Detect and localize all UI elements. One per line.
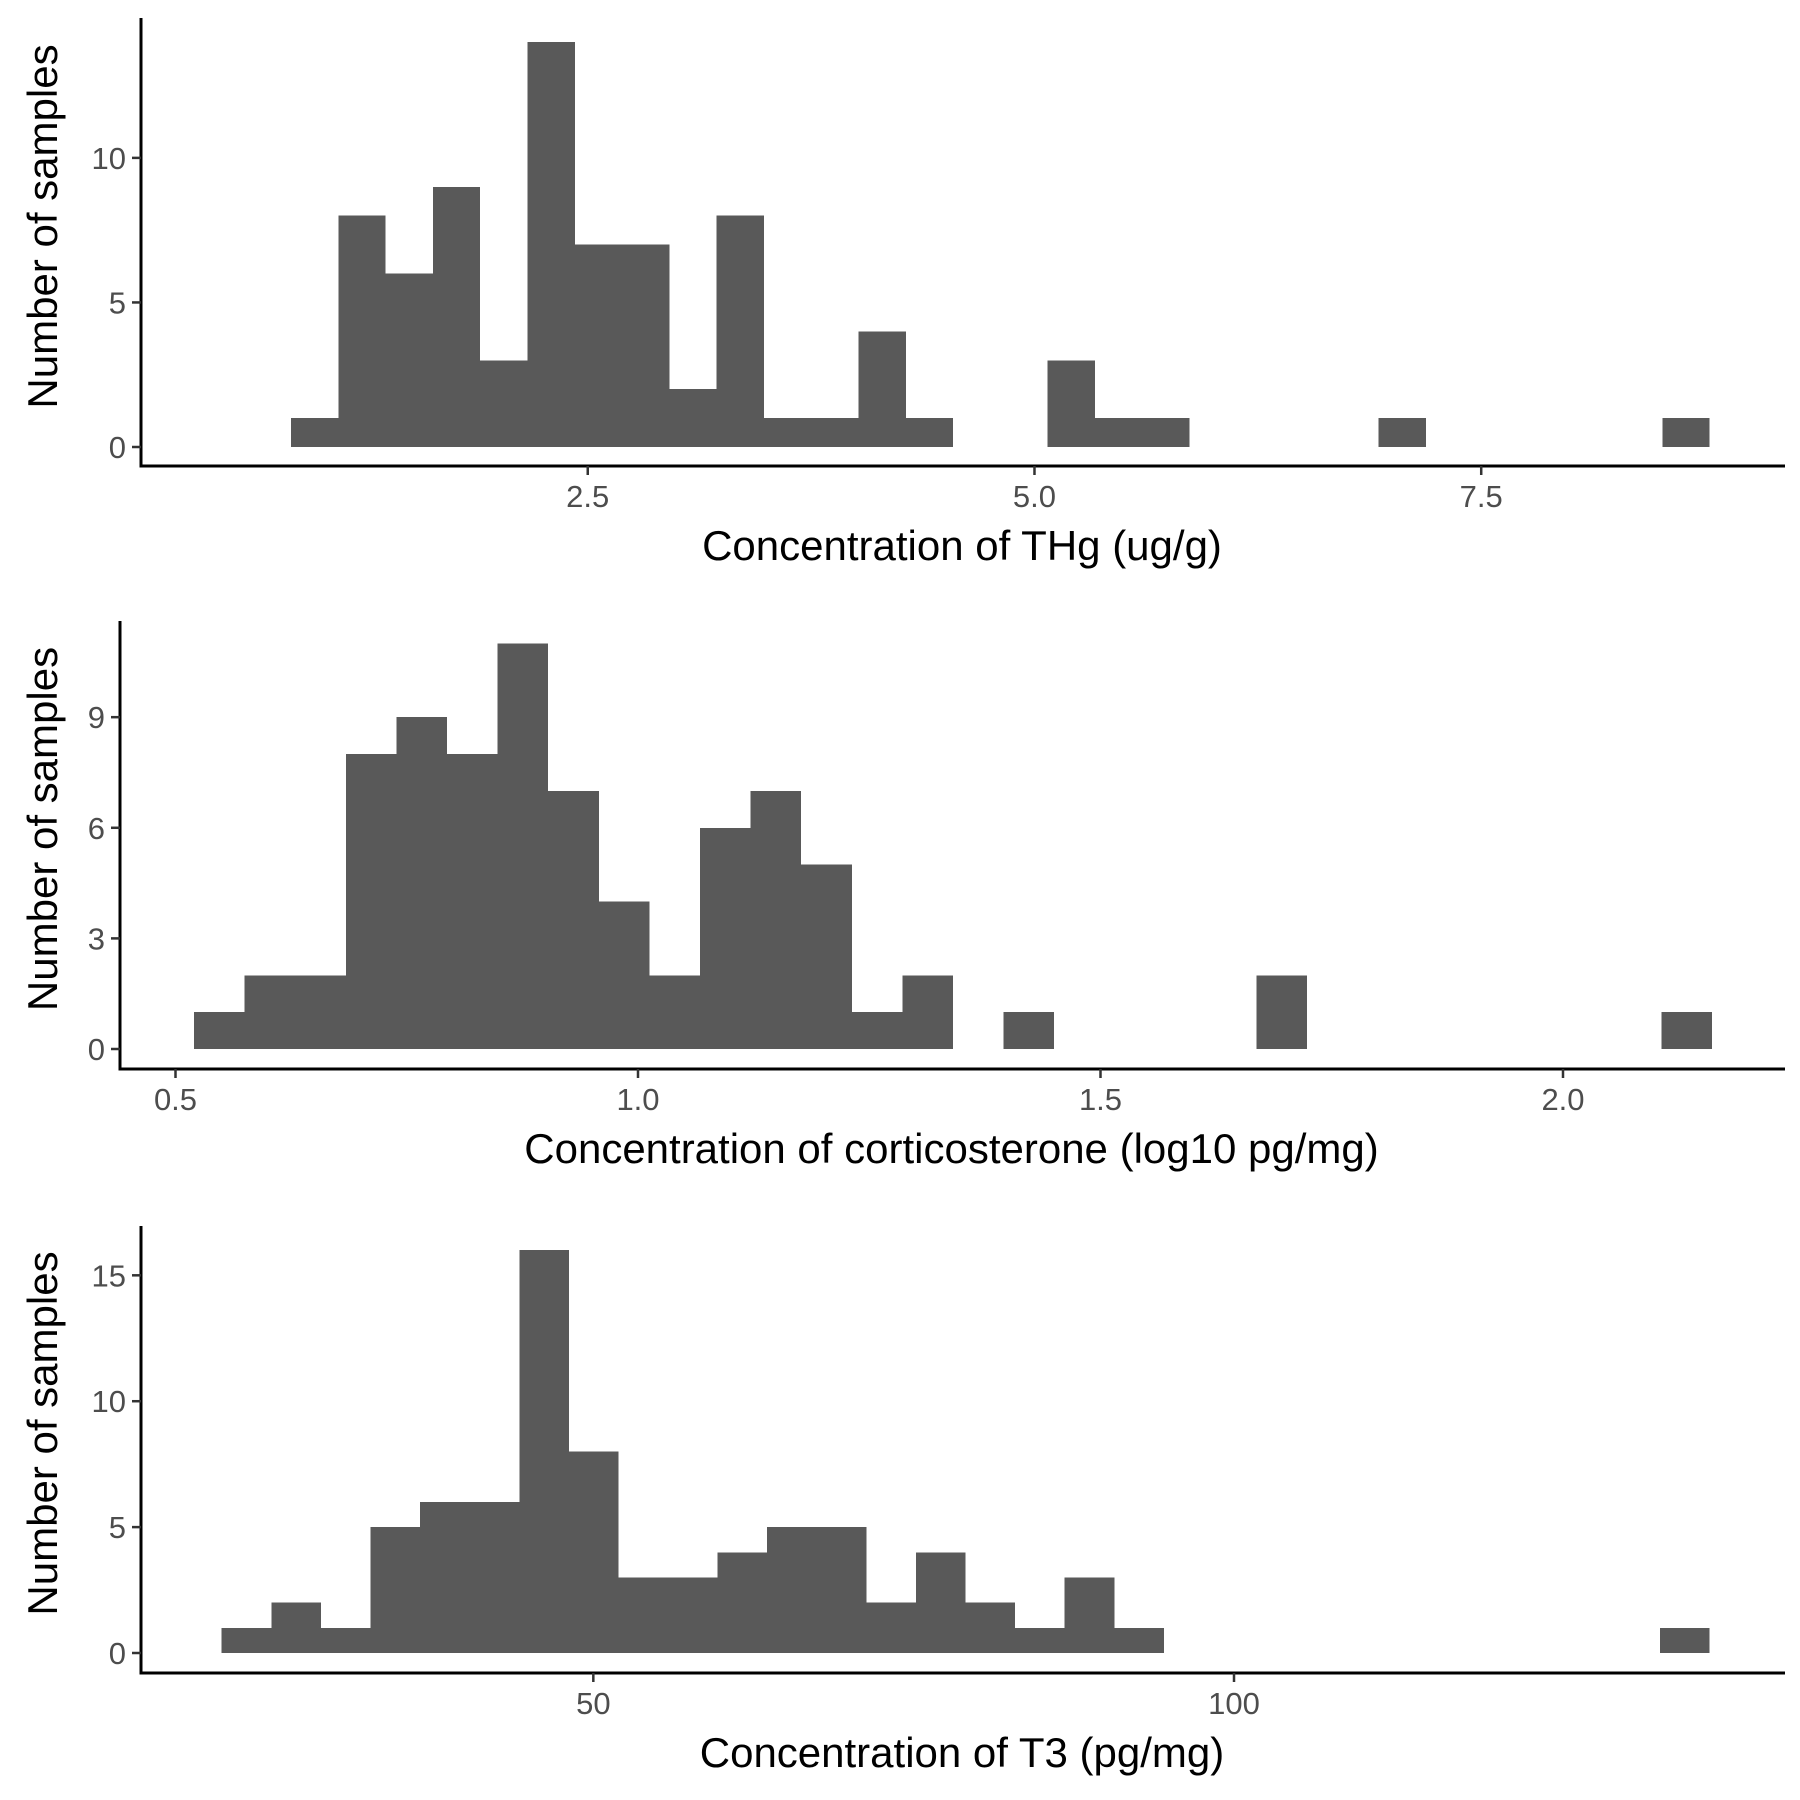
histogram-bar xyxy=(1114,1627,1164,1653)
histogram-bar xyxy=(271,1602,321,1653)
histogram-bar xyxy=(902,975,953,1049)
y-axis-title: Number of samples xyxy=(19,44,66,408)
histogram-bar xyxy=(858,331,906,447)
x-tick-label: 100 xyxy=(1208,1686,1260,1721)
histogram-bar xyxy=(1003,1012,1055,1049)
histogram-bar xyxy=(420,1501,470,1653)
histogram-bar xyxy=(370,1527,421,1653)
histogram-bar xyxy=(750,790,802,1049)
histogram-bar xyxy=(469,1501,520,1653)
histogram-bar xyxy=(320,1627,371,1653)
histogram-bar xyxy=(1142,418,1190,447)
histogram-bar xyxy=(816,1527,867,1653)
histogram-bar xyxy=(480,360,528,447)
histogram-bar xyxy=(763,418,812,447)
histogram-bar xyxy=(194,1012,245,1049)
histogram-bar xyxy=(345,754,397,1049)
histogram-bar xyxy=(618,1577,669,1653)
x-axis-title: Concentration of corticosterone (log10 p… xyxy=(524,1125,1378,1172)
histogram-bar xyxy=(717,1552,768,1653)
x-tick-label: 2.0 xyxy=(1541,1082,1584,1117)
histogram-bar xyxy=(1064,1577,1115,1653)
histogram-bar xyxy=(1047,360,1095,447)
histogram-bar xyxy=(338,215,386,447)
histogram-bar xyxy=(699,827,751,1049)
x-tick-label: 50 xyxy=(576,1686,610,1721)
histogram-bar xyxy=(767,1527,817,1653)
x-tick-label: 5.0 xyxy=(1013,479,1056,514)
histogram-bar xyxy=(811,418,859,447)
y-tick-label: 15 xyxy=(92,1258,126,1293)
histogram-bar xyxy=(396,717,447,1049)
histogram-panel-2: 0 3 6 9 0.5 1.0 1.5 2.0 Concentration of cortico… xyxy=(19,621,1785,1172)
histogram-panel-3: 0 5 10 15 50 100 Concentration of T3 (pg/mg) Nu… xyxy=(19,1226,1785,1776)
histogram-bar xyxy=(598,901,650,1049)
y-axis-title: Number of samples xyxy=(19,647,66,1011)
histogram-bar xyxy=(716,215,764,447)
histogram-bar xyxy=(497,643,549,1049)
histogram-bar xyxy=(669,389,717,447)
y-tick-label: 3 xyxy=(88,921,105,956)
histogram-bar xyxy=(622,244,670,447)
x-tick-label: 7.5 xyxy=(1460,479,1503,514)
y-tick-label: 10 xyxy=(92,1384,126,1419)
histogram-bar xyxy=(385,273,433,447)
histogram-bar xyxy=(295,975,346,1049)
histogram-bar xyxy=(649,975,700,1049)
y-tick-label: 0 xyxy=(88,1032,105,1067)
histogram-bar xyxy=(574,244,623,447)
histogram-bar xyxy=(1015,1627,1065,1653)
histogram-bar xyxy=(527,42,575,448)
y-tick-label: 10 xyxy=(92,141,126,176)
histogram-bar xyxy=(1094,418,1143,447)
x-tick-label: 2.5 xyxy=(566,479,609,514)
y-tick-label: 9 xyxy=(88,700,105,735)
y-tick-label: 0 xyxy=(109,430,126,465)
histogram-bar xyxy=(915,1552,966,1653)
x-tick-label: 1.5 xyxy=(1079,1082,1122,1117)
histogram-bar xyxy=(668,1577,718,1653)
x-axis-title: Concentration of THg (ug/g) xyxy=(702,522,1222,569)
y-tick-label: 0 xyxy=(109,1636,126,1671)
histogram-bar xyxy=(1378,418,1426,447)
histogram-panel-1: 0 5 10 2.5 5.0 7.5 Concentration of THg (ug/g)… xyxy=(19,18,1785,569)
histogram-bar xyxy=(801,864,852,1049)
histogram-bar xyxy=(965,1602,1016,1653)
histogram-bar xyxy=(1662,418,1710,447)
histogram-bar xyxy=(291,418,339,447)
y-tick-label: 6 xyxy=(88,811,105,846)
histogram-bar xyxy=(905,418,954,447)
histogram-bar xyxy=(568,1451,619,1653)
x-tick-label: 1.0 xyxy=(616,1082,659,1117)
histogram-bar xyxy=(866,1602,916,1653)
y-tick-label: 5 xyxy=(109,1510,126,1545)
histogram-bar xyxy=(1256,975,1308,1049)
x-axis-title: Concentration of T3 (pg/mg) xyxy=(700,1729,1225,1776)
histogram-bar xyxy=(519,1250,569,1653)
y-tick-label: 5 xyxy=(109,285,126,320)
histogram-bar xyxy=(1661,1012,1712,1049)
histogram-bar xyxy=(244,975,296,1049)
histogram-bar xyxy=(548,790,599,1049)
histogram-bar xyxy=(432,186,481,448)
histogram-bar xyxy=(446,754,498,1049)
histogram-bar xyxy=(851,1012,903,1049)
y-axis-title: Number of samples xyxy=(19,1251,66,1615)
histogram-bar xyxy=(1659,1627,1710,1653)
x-tick-label: 0.5 xyxy=(154,1082,197,1117)
histogram-bar xyxy=(221,1627,272,1653)
